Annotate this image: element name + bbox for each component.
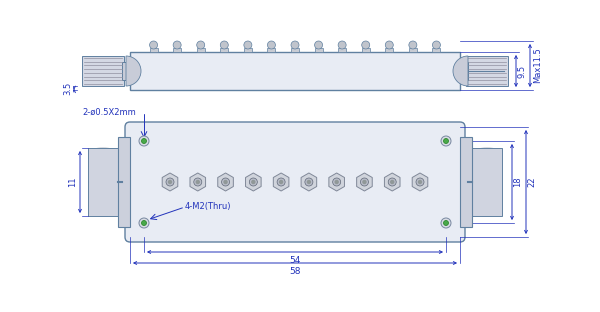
Bar xyxy=(197,48,205,52)
Circle shape xyxy=(433,41,440,49)
Polygon shape xyxy=(218,173,233,191)
Circle shape xyxy=(139,218,149,228)
Circle shape xyxy=(335,181,338,183)
Circle shape xyxy=(307,181,310,183)
Bar xyxy=(460,137,472,227)
Circle shape xyxy=(252,181,255,183)
Circle shape xyxy=(419,181,421,183)
Circle shape xyxy=(268,41,275,49)
Bar xyxy=(268,48,275,52)
Bar xyxy=(314,48,323,52)
Circle shape xyxy=(139,136,149,146)
Circle shape xyxy=(291,41,299,49)
Circle shape xyxy=(416,178,424,186)
Circle shape xyxy=(361,178,368,186)
Polygon shape xyxy=(245,173,261,191)
Polygon shape xyxy=(356,173,372,191)
Text: 2-ø0.5X2mm: 2-ø0.5X2mm xyxy=(82,108,136,116)
Circle shape xyxy=(385,41,393,49)
Circle shape xyxy=(441,218,451,228)
Bar xyxy=(291,48,299,52)
Circle shape xyxy=(166,178,174,186)
Circle shape xyxy=(142,221,146,226)
Text: Max11.5: Max11.5 xyxy=(533,48,542,83)
Bar xyxy=(118,137,130,227)
Bar xyxy=(466,56,508,86)
Bar xyxy=(433,48,440,52)
Bar xyxy=(338,48,346,52)
Polygon shape xyxy=(385,173,400,191)
Circle shape xyxy=(277,178,285,186)
Circle shape xyxy=(305,178,313,186)
Polygon shape xyxy=(301,173,317,191)
Bar xyxy=(122,62,130,80)
Circle shape xyxy=(363,181,366,183)
Circle shape xyxy=(197,41,205,49)
Text: 9.5: 9.5 xyxy=(517,65,527,78)
Text: 18: 18 xyxy=(514,177,523,187)
Circle shape xyxy=(142,139,146,144)
Circle shape xyxy=(196,181,199,183)
Bar xyxy=(173,48,181,52)
Circle shape xyxy=(362,41,370,49)
Bar xyxy=(362,48,370,52)
Bar xyxy=(472,148,502,216)
Circle shape xyxy=(221,178,230,186)
Bar xyxy=(385,48,393,52)
Circle shape xyxy=(280,181,283,183)
Bar xyxy=(88,148,118,216)
Bar xyxy=(460,62,468,80)
Circle shape xyxy=(244,41,252,49)
Polygon shape xyxy=(190,173,206,191)
Circle shape xyxy=(250,178,257,186)
Bar xyxy=(130,52,460,90)
Polygon shape xyxy=(329,173,344,191)
Circle shape xyxy=(169,181,172,183)
Text: 58: 58 xyxy=(289,267,301,276)
Circle shape xyxy=(314,41,323,49)
Text: 54: 54 xyxy=(289,256,301,265)
Circle shape xyxy=(443,221,449,226)
Bar xyxy=(149,48,158,52)
FancyBboxPatch shape xyxy=(125,122,465,242)
Circle shape xyxy=(409,41,417,49)
Bar xyxy=(82,56,124,86)
Polygon shape xyxy=(412,173,428,191)
Text: 3.5: 3.5 xyxy=(64,81,73,95)
Circle shape xyxy=(391,181,394,183)
Circle shape xyxy=(388,178,396,186)
Circle shape xyxy=(173,41,181,49)
Bar xyxy=(409,48,417,52)
Polygon shape xyxy=(274,173,289,191)
Text: 4-M2(Thru): 4-M2(Thru) xyxy=(185,202,232,212)
Circle shape xyxy=(332,178,341,186)
Wedge shape xyxy=(126,56,141,86)
Circle shape xyxy=(338,41,346,49)
Circle shape xyxy=(443,139,449,144)
Circle shape xyxy=(149,41,158,49)
Text: 11: 11 xyxy=(68,177,77,187)
Bar xyxy=(244,48,252,52)
Circle shape xyxy=(220,41,228,49)
Bar xyxy=(220,48,228,52)
Circle shape xyxy=(194,178,202,186)
Text: 22: 22 xyxy=(527,177,536,187)
Polygon shape xyxy=(162,173,178,191)
Wedge shape xyxy=(453,56,468,86)
Circle shape xyxy=(224,181,227,183)
Circle shape xyxy=(441,136,451,146)
